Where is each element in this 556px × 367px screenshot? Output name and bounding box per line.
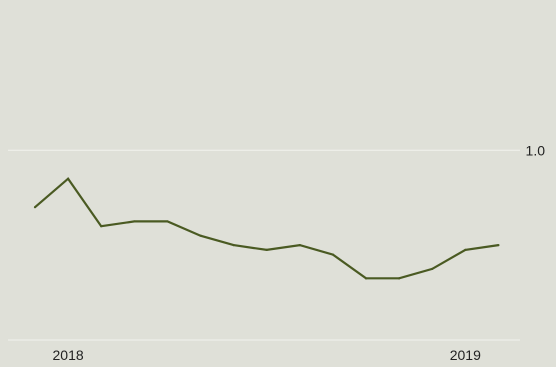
data-point xyxy=(431,267,434,270)
data-point xyxy=(133,220,136,223)
x-tick-label: 2018 xyxy=(53,347,84,363)
tick-labels: 1.0 2018 2019 xyxy=(53,142,546,363)
data-point xyxy=(398,277,401,280)
data-point xyxy=(464,248,467,251)
data-point xyxy=(497,244,500,247)
data-point xyxy=(265,248,268,251)
data-point xyxy=(199,234,202,237)
series-layer xyxy=(33,177,500,280)
data-point xyxy=(364,277,368,280)
data-point xyxy=(232,244,235,247)
x-tick-label: 2019 xyxy=(450,347,481,363)
grid xyxy=(8,149,520,341)
data-point xyxy=(298,244,301,247)
y-tick-label: 1.0 xyxy=(526,142,546,158)
data-point xyxy=(331,253,334,256)
data-point xyxy=(33,206,37,209)
data-point xyxy=(166,220,169,223)
data-point xyxy=(67,177,70,180)
series-line xyxy=(34,177,499,280)
data-point xyxy=(100,225,103,228)
